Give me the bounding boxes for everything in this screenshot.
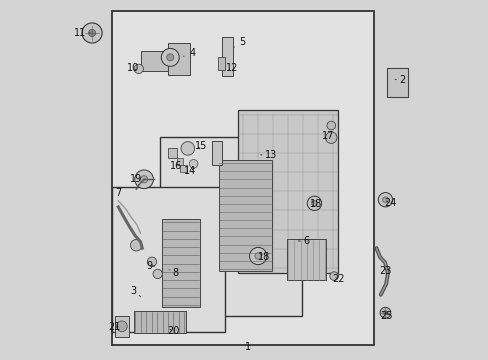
Circle shape [140, 176, 147, 183]
Circle shape [311, 201, 317, 206]
Circle shape [82, 23, 102, 43]
Text: 22: 22 [331, 274, 344, 284]
Text: 21: 21 [107, 322, 120, 332]
Bar [160, 137, 301, 316]
Circle shape [116, 321, 127, 332]
Bar [386, 68, 407, 97]
Circle shape [329, 272, 338, 280]
Circle shape [130, 239, 142, 251]
Text: 6: 6 [298, 236, 308, 246]
Bar [217, 57, 224, 70]
Bar [141, 50, 167, 71]
Text: 1: 1 [244, 342, 251, 352]
Text: 18: 18 [309, 199, 322, 210]
Text: 24: 24 [384, 198, 396, 208]
Text: 25: 25 [379, 311, 391, 321]
Circle shape [325, 132, 336, 143]
Text: 15: 15 [195, 141, 207, 151]
Circle shape [249, 247, 266, 265]
Circle shape [147, 257, 156, 266]
Text: 20: 20 [167, 326, 179, 336]
Bar [218, 160, 272, 271]
Bar [286, 239, 325, 280]
Circle shape [378, 193, 392, 207]
Text: 23: 23 [378, 266, 390, 276]
Circle shape [379, 307, 390, 318]
Text: 13: 13 [260, 150, 276, 160]
Text: 17: 17 [321, 131, 333, 141]
Circle shape [383, 311, 387, 315]
Text: 4: 4 [183, 48, 195, 58]
Bar [168, 42, 190, 75]
Text: 19: 19 [130, 174, 142, 184]
Circle shape [189, 159, 198, 168]
Circle shape [181, 141, 194, 155]
Bar [221, 37, 233, 76]
Bar [112, 187, 224, 332]
Circle shape [326, 121, 335, 130]
Circle shape [161, 48, 179, 66]
Text: 16: 16 [169, 161, 182, 171]
Bar [168, 148, 177, 158]
Circle shape [166, 54, 174, 61]
Bar [176, 158, 183, 165]
Bar [211, 140, 221, 165]
Circle shape [382, 197, 387, 203]
Circle shape [153, 269, 162, 279]
Bar [112, 12, 373, 345]
Circle shape [88, 30, 96, 37]
Text: 10: 10 [126, 63, 139, 73]
Circle shape [134, 64, 143, 73]
Bar [238, 110, 337, 273]
Circle shape [306, 196, 321, 211]
Bar [134, 311, 185, 333]
Text: 3: 3 [130, 286, 140, 297]
Text: 12: 12 [225, 63, 238, 73]
Text: 14: 14 [183, 166, 196, 176]
Circle shape [254, 253, 261, 259]
Bar [162, 220, 199, 307]
Text: 18: 18 [258, 252, 270, 262]
Bar [179, 165, 187, 172]
Text: 8: 8 [169, 268, 178, 278]
Text: 5: 5 [233, 37, 245, 47]
Text: 2: 2 [394, 75, 405, 85]
Text: 11: 11 [74, 28, 90, 38]
Bar [115, 316, 128, 337]
Text: 7: 7 [115, 188, 121, 198]
Circle shape [135, 170, 153, 189]
Text: 9: 9 [146, 261, 155, 271]
